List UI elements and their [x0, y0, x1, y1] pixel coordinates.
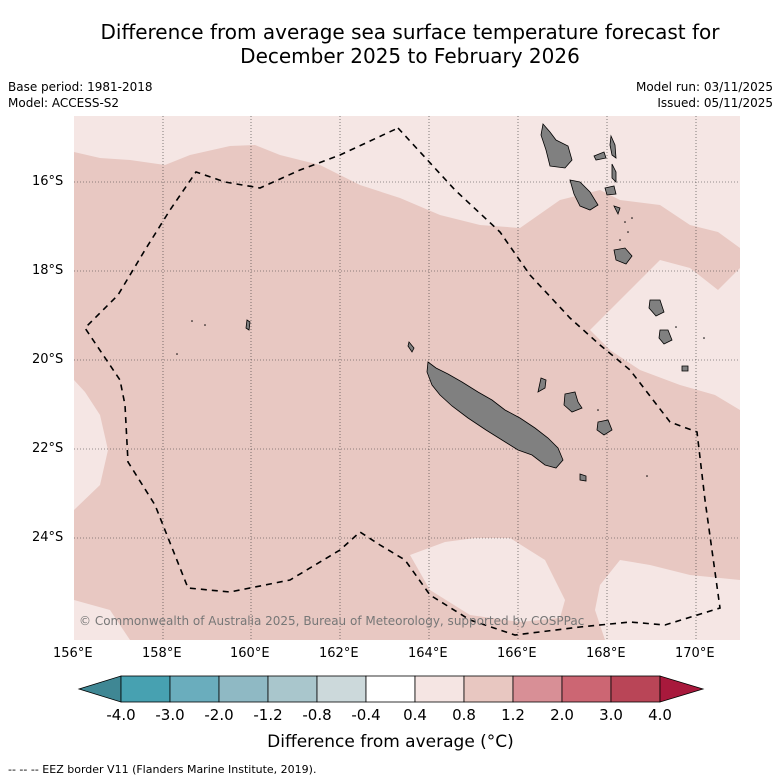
anomaly-region-southwest	[74, 600, 130, 640]
epi-island	[613, 205, 621, 216]
colorbar-tick: -2.0	[204, 706, 234, 724]
new-caledonia-island	[426, 361, 564, 469]
anomaly-field-mid	[74, 116, 740, 640]
issued-date: Issued: 05/11/2025	[657, 96, 773, 110]
aneityum-island	[681, 365, 689, 372]
lon-label: 160°E	[230, 646, 270, 661]
lon-label: 168°E	[586, 646, 626, 661]
colorbar-tick: -0.8	[302, 706, 332, 724]
colorbar-swatch	[267, 675, 318, 703]
chesterfield-reef	[245, 319, 251, 331]
belep-island	[407, 341, 415, 353]
ouvea-island	[537, 377, 547, 393]
model-run: Model run: 03/11/2025	[635, 80, 773, 94]
colorbar-swatch	[365, 675, 416, 703]
colorbar-swatch	[512, 675, 563, 703]
model-name: Model: ACCESS-S2	[8, 96, 120, 110]
anomaly-region-south	[410, 538, 565, 622]
efate-island	[613, 247, 633, 265]
erromango-island	[648, 299, 665, 317]
copyright-notice: © Commonwealth of Australia 2025, Bureau…	[79, 614, 585, 628]
lon-label: 170°E	[675, 646, 715, 661]
colorbar-swatch	[316, 675, 367, 703]
colorbar-tick: -3.0	[155, 706, 185, 724]
colorbar-swatch	[218, 675, 269, 703]
lat-label: 18°S	[32, 263, 64, 278]
small-islets	[176, 217, 705, 477]
colorbar-swatch	[120, 675, 171, 703]
colorbar-tick: -0.4	[351, 706, 381, 724]
colorbar-tick: 4.0	[648, 706, 672, 724]
lon-label: 164°E	[408, 646, 448, 661]
ambrym-island	[604, 185, 617, 196]
lon-label: 158°E	[142, 646, 182, 661]
anomaly-region-west	[74, 380, 108, 510]
eez-footnote: -- -- -- EEZ border V11 (Flanders Marine…	[8, 763, 317, 776]
ambae-island	[593, 151, 607, 161]
colorbar-arrow-min	[77, 675, 122, 703]
maewo-island	[609, 134, 617, 159]
lat-label: 16°S	[32, 174, 64, 189]
lon-label: 166°E	[497, 646, 537, 661]
colorbar-swatch	[414, 675, 465, 703]
anomaly-region-southeast	[595, 560, 740, 640]
base-period: Base period: 1981-2018	[8, 80, 153, 94]
isle-of-pines	[579, 473, 587, 482]
lat-label: 22°S	[32, 441, 64, 456]
colorbar-tick: -1.2	[253, 706, 283, 724]
colorbar-swatch	[169, 675, 220, 703]
colorbar-swatch	[463, 675, 514, 703]
colorbar-title: Difference from average (°C)	[267, 732, 514, 752]
colorbar-tick: 3.0	[599, 706, 623, 724]
lon-label: 156°E	[53, 646, 93, 661]
chart-title-line2: December 2025 to February 2026	[240, 44, 580, 68]
lat-label: 20°S	[32, 352, 64, 367]
colorbar-tick: -4.0	[106, 706, 136, 724]
chart-title-line1: Difference from average sea surface temp…	[100, 20, 720, 44]
colorbar-tick: 0.8	[452, 706, 476, 724]
malekula-island	[569, 179, 599, 211]
espiritu-santo-island	[540, 123, 573, 169]
mare-island	[596, 419, 613, 436]
pentecost-island	[611, 163, 617, 183]
tanna-island	[658, 329, 673, 345]
colorbar-swatch	[561, 675, 612, 703]
colorbar-tick: 2.0	[550, 706, 574, 724]
colorbar	[77, 675, 705, 703]
lon-label: 162°E	[319, 646, 359, 661]
colorbar-swatch	[610, 675, 661, 703]
colorbar-arrow-max	[659, 675, 705, 703]
colorbar-tick: 0.4	[403, 706, 427, 724]
eez-border	[83, 127, 721, 636]
colorbar-tick: 1.2	[501, 706, 525, 724]
lifou-island	[563, 391, 583, 413]
lat-label: 24°S	[32, 530, 64, 545]
